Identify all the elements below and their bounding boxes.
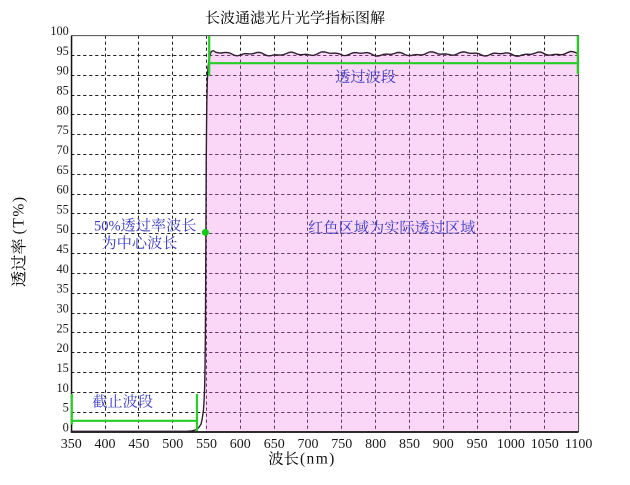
svg-text:500: 500 [162, 437, 183, 452]
svg-text:70: 70 [57, 143, 69, 157]
svg-text:20: 20 [57, 341, 69, 355]
svg-text:80: 80 [57, 103, 69, 117]
svg-text:75: 75 [57, 123, 69, 137]
svg-text:45: 45 [57, 242, 69, 256]
svg-text:95: 95 [57, 44, 69, 58]
svg-text:650: 650 [264, 437, 285, 452]
svg-text:35: 35 [57, 282, 69, 296]
svg-text:5: 5 [63, 401, 69, 415]
svg-text:15: 15 [57, 361, 69, 375]
svg-text:1050: 1050 [531, 437, 559, 452]
svg-text:450: 450 [128, 437, 149, 452]
svg-text:100: 100 [50, 24, 68, 38]
svg-text:50: 50 [57, 222, 69, 236]
svg-text:850: 850 [399, 437, 420, 452]
svg-text:0: 0 [63, 420, 69, 434]
svg-text:950: 950 [467, 437, 488, 452]
svg-text:(nm): (nm) [300, 451, 336, 468]
svg-text:40: 40 [57, 262, 69, 276]
svg-text:85: 85 [57, 84, 69, 98]
svg-text:55: 55 [57, 202, 69, 216]
svg-text:1100: 1100 [565, 437, 592, 452]
svg-text:30: 30 [57, 302, 69, 316]
svg-text:900: 900 [433, 437, 454, 452]
svg-text:(T%): (T%) [11, 195, 28, 234]
svg-text:50%: 50% [94, 218, 121, 234]
svg-text:10: 10 [57, 381, 69, 395]
svg-text:750: 750 [331, 437, 352, 452]
svg-text:350: 350 [61, 437, 82, 452]
svg-text:90: 90 [57, 64, 69, 78]
svg-text:65: 65 [57, 163, 69, 177]
svg-text:60: 60 [57, 183, 69, 197]
svg-text:700: 700 [298, 437, 319, 452]
svg-text:550: 550 [196, 437, 217, 452]
svg-text:1000: 1000 [497, 437, 525, 452]
svg-text:600: 600 [230, 437, 251, 452]
svg-text:25: 25 [57, 321, 69, 335]
svg-text:400: 400 [95, 437, 116, 452]
svg-text:800: 800 [365, 437, 386, 452]
